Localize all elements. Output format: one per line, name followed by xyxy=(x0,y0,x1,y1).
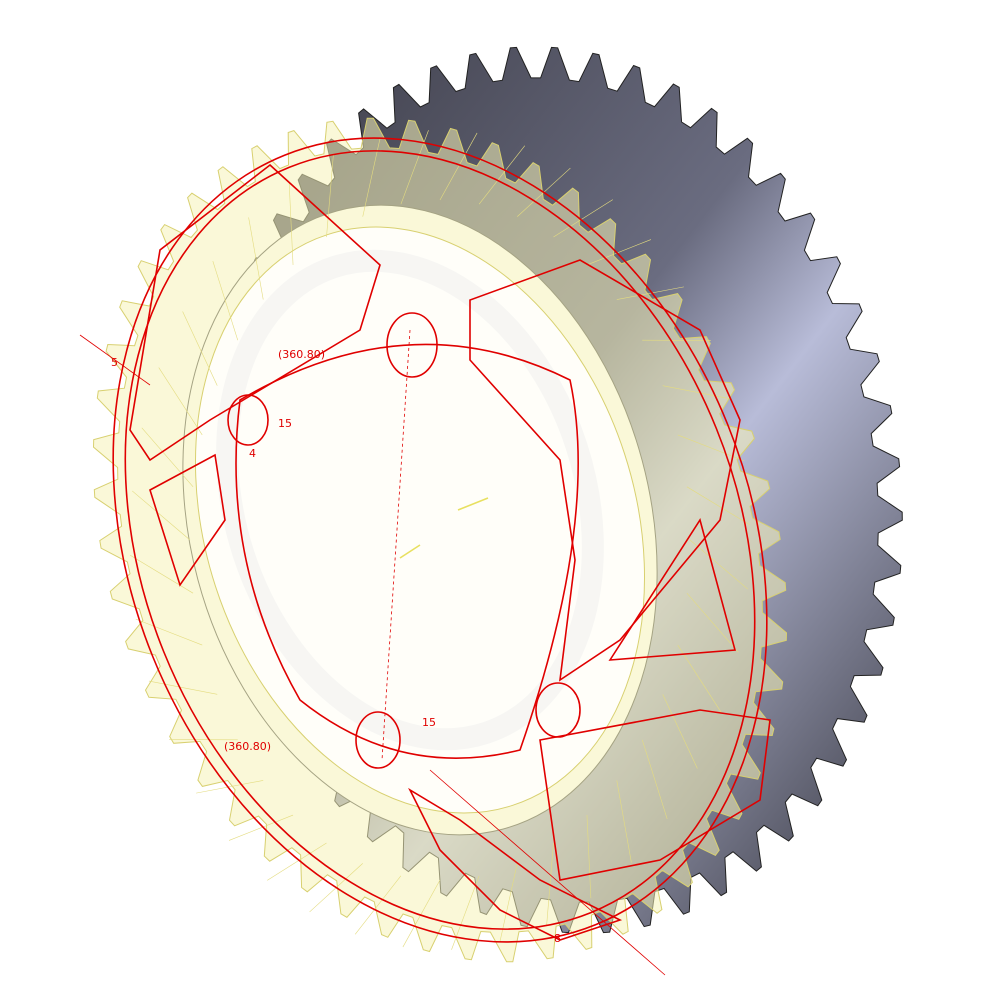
chainring-mesh xyxy=(92,117,788,963)
mesh-line xyxy=(689,539,748,590)
mesh-line xyxy=(248,217,264,300)
mesh-window xyxy=(194,226,646,814)
sketch-cutout xyxy=(469,259,741,682)
mesh-line xyxy=(686,486,750,526)
bolt-circle xyxy=(386,312,438,378)
dimension-label: 4 xyxy=(249,447,256,460)
mesh-line xyxy=(354,875,402,935)
mesh-line xyxy=(402,879,441,948)
mesh-line xyxy=(662,694,698,769)
mesh-line xyxy=(228,814,294,841)
mesh-line xyxy=(326,155,334,238)
mesh-line xyxy=(616,780,632,863)
mesh-line xyxy=(158,367,203,436)
mesh-line xyxy=(212,260,239,341)
dimension-label: (360.80) xyxy=(224,740,271,753)
sketch-cutout xyxy=(539,709,771,881)
mesh-line xyxy=(288,181,294,265)
annotations: (360.80) (360.80) 15 15 4 5 8 xyxy=(111,348,561,945)
dimension-label: 5 xyxy=(111,356,118,369)
mesh-line xyxy=(182,311,218,386)
mesh-line xyxy=(130,554,194,594)
mesh-line xyxy=(586,815,592,899)
construction-line xyxy=(79,334,151,386)
sketch-outer xyxy=(112,137,768,943)
mesh-line xyxy=(662,385,732,400)
sketch-cutout xyxy=(608,518,737,661)
mesh-line xyxy=(148,680,218,695)
mesh-line xyxy=(141,427,194,488)
dimension-label: (360.80) xyxy=(278,348,325,361)
bolt-circle xyxy=(227,394,269,446)
construction-line xyxy=(429,769,666,976)
sketch-cutout xyxy=(149,453,226,587)
mesh-line xyxy=(641,739,668,820)
mesh-line xyxy=(616,286,684,300)
sketch-outer-2 xyxy=(124,150,756,930)
sketch-inner xyxy=(235,343,579,759)
mesh-line xyxy=(546,842,554,925)
axis-line xyxy=(399,544,421,559)
mesh-line xyxy=(135,618,203,646)
dimension-label: 15 xyxy=(422,716,436,729)
sketch-cutout xyxy=(408,787,623,941)
mesh-line xyxy=(686,592,739,653)
dimension-label: 15 xyxy=(278,417,292,430)
mesh-line xyxy=(132,490,191,541)
mesh-line xyxy=(553,199,613,238)
mesh-line xyxy=(478,145,526,205)
mesh-line xyxy=(439,132,478,201)
mesh-line xyxy=(267,842,327,881)
dimension-label: 8 xyxy=(554,932,561,945)
sketch-lines xyxy=(79,137,771,976)
mesh-line xyxy=(196,780,264,794)
axis-line xyxy=(457,497,489,511)
mesh-line xyxy=(586,239,652,266)
mesh-line xyxy=(677,644,722,713)
sketch-cutout xyxy=(129,163,381,462)
bolt-circle xyxy=(535,682,581,738)
bolt-circle xyxy=(355,711,401,769)
